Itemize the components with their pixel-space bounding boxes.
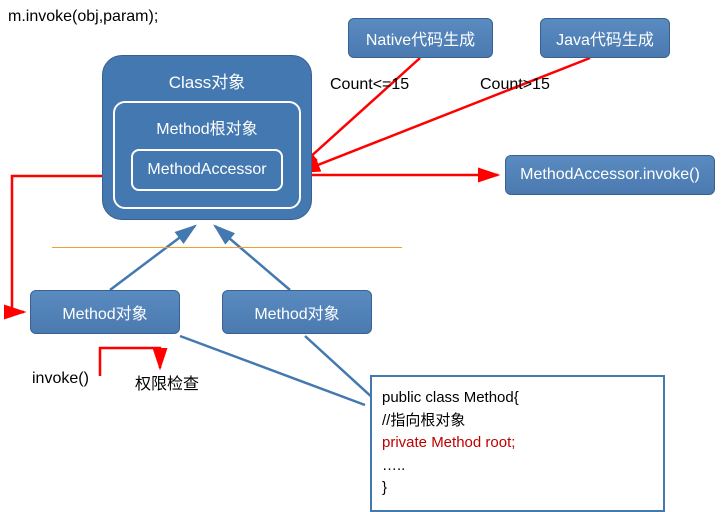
method-object-1-label: Method对象 <box>62 300 147 324</box>
code-line-2: //指向根对象 <box>382 410 653 433</box>
divider-line <box>52 247 402 248</box>
diagram-title: m.invoke(obj,param); <box>8 8 158 26</box>
method-root-label: Method根对象 <box>156 115 257 139</box>
class-object-container: Class对象 Method根对象 MethodAccessor <box>102 55 312 220</box>
native-codegen-label: Native代码生成 <box>366 26 475 50</box>
class-object-label: Class对象 <box>169 68 246 93</box>
arrow-native-to-accessor <box>298 58 420 168</box>
accessor-invoke-label: MethodAccessor.invoke() <box>520 166 700 184</box>
code-line-1: public class Method{ <box>382 387 653 410</box>
code-line-5: } <box>382 477 653 500</box>
accessor-invoke-box: MethodAccessor.invoke() <box>505 155 715 195</box>
line-method1-to-code <box>180 336 365 405</box>
count-gt-label: Count>15 <box>480 76 550 94</box>
java-codegen-box: Java代码生成 <box>540 18 670 58</box>
method-accessor-box: MethodAccessor <box>131 149 282 191</box>
perm-check-label: 权限检查 <box>135 370 199 394</box>
arrow-method1-to-class <box>110 226 195 290</box>
invoke-label: invoke() <box>32 370 89 388</box>
method-root-box: Method根对象 MethodAccessor <box>113 101 300 209</box>
method-object-2: Method对象 <box>222 290 372 334</box>
method-object-2-label: Method对象 <box>254 300 339 324</box>
line-method2-to-code <box>305 336 375 400</box>
method-object-1: Method对象 <box>30 290 180 334</box>
code-snippet-box: public class Method{ //指向根对象 private Met… <box>370 375 665 512</box>
code-line-4: ….. <box>382 455 653 478</box>
code-line-3: private Method root; <box>382 432 653 455</box>
count-le-label: Count<=15 <box>330 76 409 94</box>
java-codegen-label: Java代码生成 <box>556 26 654 50</box>
arrow-method2-to-class <box>215 226 290 290</box>
native-codegen-box: Native代码生成 <box>348 18 493 58</box>
